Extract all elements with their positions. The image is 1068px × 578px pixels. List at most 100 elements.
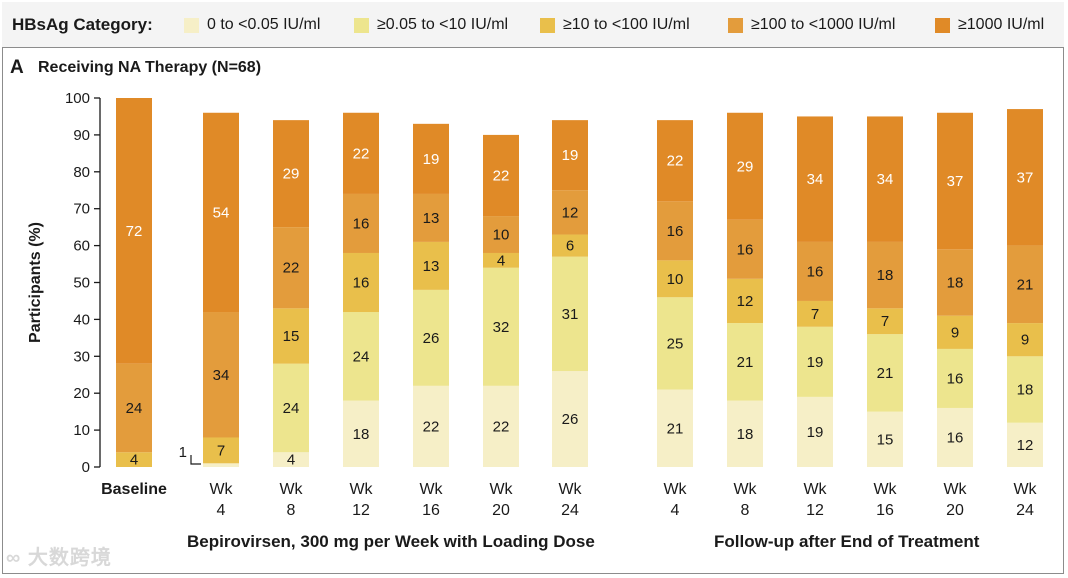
data-label: 1	[179, 444, 187, 461]
x-tick-label-line2: 20	[946, 502, 964, 519]
x-tick-label: Wk	[489, 481, 513, 498]
legend-item-2: ≥0.05 to <10 IU/ml	[354, 16, 508, 34]
legend-title: HBsAg Category:	[12, 15, 153, 34]
data-label: 18	[1017, 382, 1034, 399]
bar-segment	[727, 112, 763, 220]
data-label: 16	[667, 223, 684, 240]
bar-segment	[937, 315, 973, 349]
followup-group-label: Follow-up after End of Treatment	[714, 532, 980, 551]
bar-segment	[797, 326, 833, 397]
bar-segment	[203, 112, 239, 313]
legend: HBsAg Category: 0 to <0.05 IU/ml ≥0.05 t…	[2, 2, 1064, 48]
x-tick-label: Wk	[419, 481, 443, 498]
x-tick-label: Wk	[349, 481, 373, 498]
data-label: 19	[807, 424, 824, 441]
bar-segment	[727, 219, 763, 279]
legend-label-4: ≥100 to <1000 IU/ml	[751, 16, 896, 33]
bar-segment	[657, 260, 693, 298]
data-label: 24	[283, 400, 300, 417]
data-label: 16	[947, 429, 964, 446]
y-tick-label: 40	[73, 311, 90, 328]
bar-segment	[483, 216, 519, 253]
x-tick-label-line2: 12	[352, 502, 370, 519]
data-label: 18	[877, 267, 894, 284]
data-label: 4	[130, 452, 138, 469]
data-label: 22	[283, 260, 300, 277]
data-label: 21	[667, 420, 684, 437]
data-label: 31	[562, 306, 579, 323]
data-label: 34	[213, 367, 230, 384]
data-label: 34	[807, 171, 824, 188]
x-tick-label-line2: 20	[492, 502, 510, 519]
data-label: 22	[667, 153, 684, 170]
data-label: 10	[667, 271, 684, 288]
bar-segment	[116, 452, 152, 467]
bar-segment	[483, 267, 519, 386]
data-label: 54	[213, 204, 230, 221]
data-label: 13	[423, 210, 440, 227]
data-label: 21	[1017, 276, 1034, 293]
data-label: 24	[353, 348, 370, 365]
bar-segment	[116, 363, 152, 453]
legend-item-3: ≥10 to <100 IU/ml	[540, 16, 690, 34]
y-tick-label: 30	[73, 348, 90, 365]
x-tick-label: Wk	[943, 481, 967, 498]
data-label: 26	[562, 411, 579, 428]
bar-segment	[116, 98, 152, 364]
data-label: 22	[353, 145, 370, 162]
bar-segment	[413, 241, 449, 290]
bar-segment	[867, 116, 903, 242]
bar-segment	[483, 134, 519, 217]
data-label: 16	[737, 241, 754, 258]
bar-segment	[867, 241, 903, 309]
y-axis-title: Participants (%)	[27, 222, 44, 343]
data-label: 4	[497, 252, 505, 269]
x-tick-label-line2: 8	[287, 502, 296, 519]
legend-item-4: ≥100 to <1000 IU/ml	[728, 16, 895, 34]
data-label: 21	[877, 365, 894, 382]
data-label: 22	[493, 418, 510, 435]
panel-letter: A	[10, 57, 24, 78]
data-label: 15	[877, 431, 894, 448]
bar-segment	[797, 241, 833, 301]
panel-title: Receiving NA Therapy (N=68)	[38, 59, 262, 76]
bar-segment	[483, 252, 519, 268]
data-label: 18	[353, 426, 370, 443]
bar-segment	[1007, 245, 1043, 324]
y-tick-label: 50	[73, 275, 90, 292]
bar-segment	[727, 400, 763, 467]
x-tick-label: Baseline	[101, 481, 167, 498]
bar-segment	[203, 463, 239, 467]
data-label: 37	[1017, 169, 1034, 186]
bar-segment	[203, 312, 239, 438]
data-label: 12	[737, 293, 754, 310]
legend-label-5: ≥1000 IU/ml	[958, 16, 1045, 33]
legend-swatch-5	[935, 17, 950, 33]
bar-segment	[343, 193, 379, 253]
bar-segment	[552, 371, 588, 467]
data-label: 9	[951, 324, 959, 341]
legend-swatch-1	[184, 17, 199, 33]
legend-swatch-3	[540, 17, 555, 33]
data-label: 16	[807, 263, 824, 280]
legend-swatch-2	[354, 17, 369, 33]
bar-segment	[937, 249, 973, 316]
bar-segment	[552, 256, 588, 372]
x-tick-label-line2: 8	[741, 502, 750, 519]
bar-segment	[343, 312, 379, 401]
bar-segment	[552, 234, 588, 257]
data-label: 26	[423, 330, 440, 347]
bar-segment	[552, 190, 588, 235]
bar-segment	[273, 452, 309, 467]
bar-segment	[552, 120, 588, 191]
legend-item-5: ≥1000 IU/ml	[935, 16, 1044, 34]
bar-segment	[343, 112, 379, 194]
bar-segment	[343, 252, 379, 313]
y-tick-label: 0	[82, 459, 90, 476]
x-tick-label-line2: 4	[217, 502, 226, 519]
bar-segment	[273, 120, 309, 228]
data-label: 22	[493, 167, 510, 184]
bar-segment	[797, 396, 833, 467]
x-tick-label: Wk	[733, 481, 757, 498]
data-label: 72	[126, 223, 143, 240]
